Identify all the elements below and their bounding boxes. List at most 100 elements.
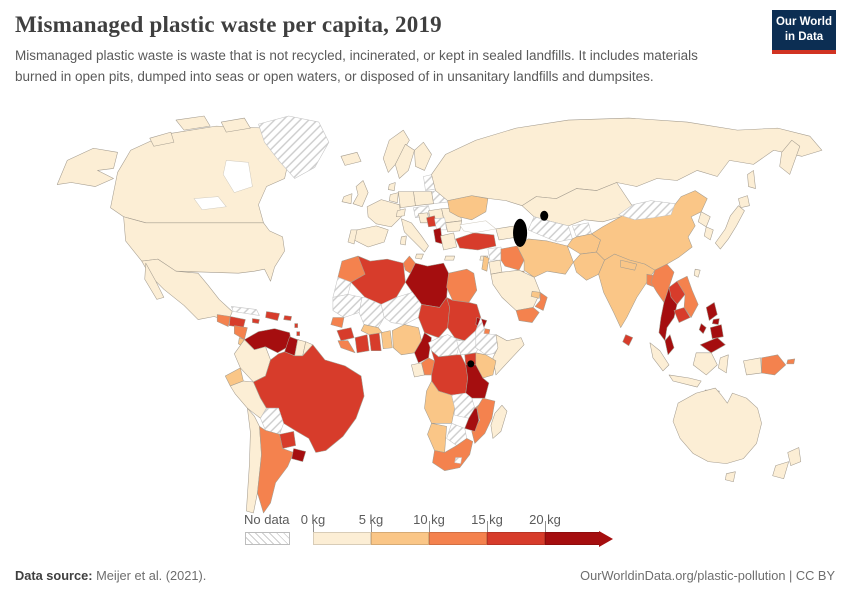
country-new-zealand-south[interactable]	[772, 461, 790, 480]
country-togo-benin[interactable]	[380, 330, 393, 350]
country-yemen[interactable]	[515, 307, 540, 323]
country-arctic-island-2[interactable]	[220, 117, 251, 133]
country-malaysia-borneo[interactable]	[699, 337, 726, 354]
legend-bin-0-5[interactable]	[313, 532, 371, 545]
country-ghana[interactable]	[368, 332, 382, 352]
country-guatemala[interactable]	[216, 314, 231, 327]
country-israel-lebanon[interactable]	[481, 255, 490, 272]
country-hispaniola[interactable]	[265, 311, 280, 321]
country-jamaica[interactable]	[252, 318, 260, 324]
country-sakhalin[interactable]	[747, 170, 756, 189]
country-tasmania[interactable]	[725, 471, 736, 483]
country-alaska[interactable]	[56, 147, 118, 187]
country-iran[interactable]	[516, 238, 574, 278]
country-kamchatka[interactable]	[779, 139, 801, 175]
country-lesser-antilles-2[interactable]	[296, 331, 300, 336]
country-sumatra[interactable]	[649, 342, 670, 372]
country-japan[interactable]	[715, 205, 745, 250]
country-uk[interactable]	[352, 180, 369, 207]
country-west-papua[interactable]	[743, 357, 762, 376]
country-arctic-island-3[interactable]	[149, 131, 175, 147]
country-portugal[interactable]	[347, 229, 358, 245]
country-baja-california[interactable]	[144, 262, 165, 300]
country-chile[interactable]	[246, 407, 262, 514]
country-cambodia[interactable]	[673, 307, 691, 323]
legend-no-data-swatch[interactable]	[245, 532, 290, 545]
country-guinea[interactable]	[336, 327, 355, 341]
country-south-korea[interactable]	[703, 226, 714, 241]
country-lesotho[interactable]	[454, 457, 462, 464]
country-sulawesi[interactable]	[718, 354, 729, 374]
legend-bin-15-20[interactable]	[487, 532, 545, 545]
country-hokkaido[interactable]	[738, 195, 750, 208]
country-mauritania[interactable]	[332, 294, 363, 318]
country-ivory-coast[interactable]	[354, 334, 370, 354]
country-argentina[interactable]	[257, 426, 294, 514]
country-burkina-faso[interactable]	[360, 324, 383, 335]
country-serbia[interactable]	[434, 217, 447, 231]
country-papua-new-guinea[interactable]	[761, 354, 787, 376]
country-malaysia-peninsula[interactable]	[664, 334, 675, 356]
country-nicaragua[interactable]	[234, 325, 248, 340]
country-taiwan[interactable]	[693, 268, 701, 278]
country-vietnam[interactable]	[676, 275, 699, 318]
country-namibia[interactable]	[427, 423, 447, 453]
country-poland[interactable]	[413, 191, 434, 206]
country-benelux[interactable]	[388, 192, 399, 203]
country-italy[interactable]	[401, 218, 429, 253]
country-spain[interactable]	[353, 225, 389, 248]
country-nepal[interactable]	[620, 259, 638, 271]
country-new-zealand-north[interactable]	[787, 447, 802, 466]
country-puerto-rico[interactable]	[283, 315, 292, 321]
country-russia[interactable]	[431, 117, 823, 206]
country-sicily[interactable]	[415, 253, 424, 260]
footer-link[interactable]: OurWorldinData.org/plastic-pollution | C…	[580, 568, 835, 583]
country-mozambique[interactable]	[471, 397, 496, 444]
legend-bin-10-15[interactable]	[429, 532, 487, 545]
country-australia[interactable]	[672, 387, 762, 464]
country-arctic-island-1[interactable]	[175, 115, 211, 131]
country-finland[interactable]	[414, 141, 432, 171]
country-madagascar[interactable]	[490, 404, 508, 439]
country-cuba[interactable]	[231, 306, 260, 316]
country-thailand[interactable]	[658, 287, 678, 341]
country-philippines-mindanao[interactable]	[709, 324, 724, 339]
country-new-britain[interactable]	[786, 358, 796, 365]
country-south-africa[interactable]	[432, 438, 474, 471]
country-crete[interactable]	[444, 255, 455, 261]
country-lesser-antilles-1[interactable]	[294, 323, 298, 328]
country-sudan[interactable]	[446, 297, 482, 341]
legend-bin-5-10[interactable]	[371, 532, 429, 545]
country-philippines-luzon[interactable]	[705, 302, 718, 321]
country-sardinia[interactable]	[400, 235, 407, 246]
country-cameroon[interactable]	[414, 332, 432, 364]
country-ireland[interactable]	[341, 193, 353, 204]
country-denmark[interactable]	[387, 182, 396, 191]
country-sierra-leone-liberia[interactable]	[337, 340, 356, 354]
country-jordan[interactable]	[488, 259, 503, 275]
country-egypt[interactable]	[446, 268, 478, 303]
country-sri-lanka[interactable]	[622, 334, 634, 347]
country-greenland[interactable]	[258, 115, 330, 179]
country-palawan[interactable]	[698, 323, 707, 334]
country-philippines-visayas[interactable]	[711, 318, 720, 325]
legend-bin-20plus[interactable]	[545, 532, 600, 545]
country-java[interactable]	[668, 374, 702, 388]
country-oman[interactable]	[534, 292, 548, 311]
country-germany[interactable]	[398, 191, 416, 208]
country-sweden[interactable]	[395, 143, 415, 179]
country-saudi-arabia[interactable]	[490, 269, 541, 311]
country-norway[interactable]	[382, 129, 410, 173]
country-uae-qatar[interactable]	[530, 291, 541, 299]
country-uzbekistan-turkmenistan[interactable]	[527, 216, 573, 243]
country-kalimantan[interactable]	[692, 352, 718, 376]
country-north-korea[interactable]	[697, 211, 711, 228]
country-france[interactable]	[366, 199, 402, 228]
country-switzerland[interactable]	[396, 208, 406, 218]
country-iceland[interactable]	[340, 152, 362, 166]
country-bulgaria[interactable]	[445, 220, 462, 233]
country-turkey[interactable]	[455, 232, 497, 251]
country-greece[interactable]	[440, 232, 457, 251]
country-senegal[interactable]	[330, 317, 345, 328]
country-somalia[interactable]	[492, 334, 525, 376]
